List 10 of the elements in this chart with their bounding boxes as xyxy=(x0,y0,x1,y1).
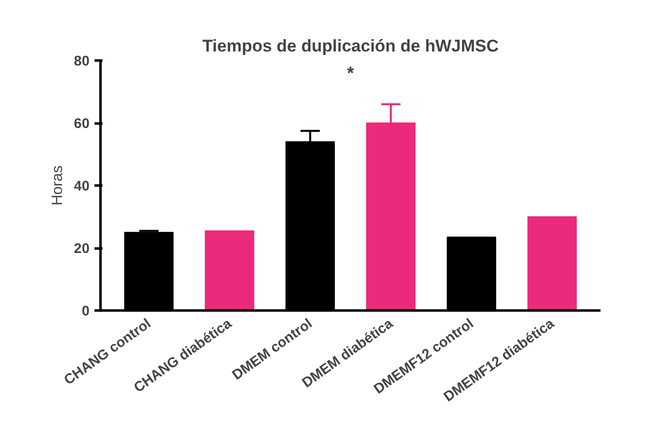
y-tick-label: 20 xyxy=(74,240,90,256)
y-axis-title: Horas xyxy=(48,165,66,206)
y-tick-label: 40 xyxy=(74,178,90,194)
y-tick-label: 0 xyxy=(82,302,90,318)
bar xyxy=(527,216,577,310)
bar xyxy=(204,230,254,310)
chart-title: Tiempos de duplicación de hWJMSC xyxy=(202,36,499,56)
y-tick-label: 80 xyxy=(74,52,90,68)
y-tick-label: 60 xyxy=(74,115,90,131)
annotation: * xyxy=(347,63,354,83)
